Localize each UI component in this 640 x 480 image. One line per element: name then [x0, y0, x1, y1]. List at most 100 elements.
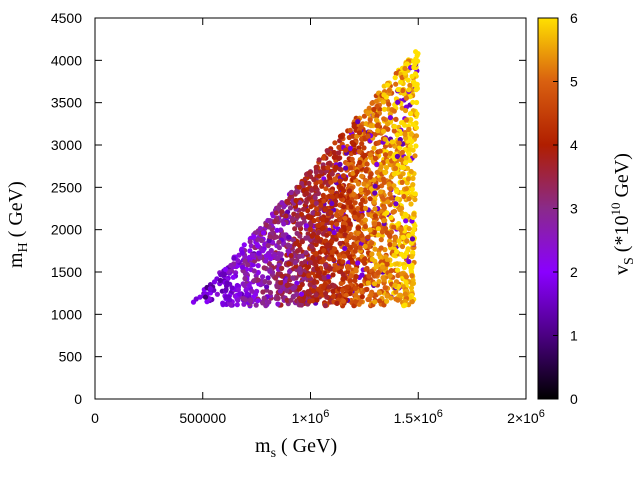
- data-point: [312, 195, 318, 201]
- data-point: [335, 265, 341, 271]
- data-point: [386, 101, 392, 107]
- data-point: [307, 226, 313, 233]
- data-point: [368, 292, 374, 298]
- data-point: [407, 82, 413, 88]
- data-point: [285, 248, 291, 254]
- data-point: [331, 149, 337, 156]
- data-point: [221, 272, 227, 278]
- data-point: [392, 282, 398, 288]
- data-point: [313, 200, 319, 206]
- data-point: [330, 288, 336, 294]
- data-point: [331, 283, 337, 289]
- data-point: [413, 133, 420, 139]
- data-point: [272, 275, 279, 281]
- data-point: [274, 284, 280, 290]
- data-point: [348, 204, 354, 210]
- data-point: [399, 251, 405, 257]
- data-point: [319, 183, 325, 189]
- data-point: [293, 241, 299, 247]
- data-point: [402, 291, 408, 297]
- data-point: [374, 113, 380, 119]
- data-point: [314, 234, 321, 240]
- data-point: [404, 61, 410, 67]
- data-point: [287, 268, 293, 275]
- data-point: [387, 272, 393, 279]
- data-point: [314, 266, 320, 272]
- data-point: [277, 288, 283, 294]
- data-point: [241, 242, 247, 248]
- data-point: [230, 274, 236, 280]
- data-point: [252, 230, 258, 236]
- data-point: [372, 292, 378, 298]
- data-point: [260, 248, 266, 254]
- data-point: [386, 87, 392, 93]
- data-point: [352, 214, 358, 220]
- data-point: [349, 140, 355, 146]
- data-point: [333, 164, 339, 170]
- data-point: [348, 165, 354, 171]
- data-point: [341, 253, 347, 259]
- data-point: [284, 297, 290, 303]
- data-point: [340, 259, 346, 265]
- data-point: [394, 153, 400, 159]
- data-point: [376, 251, 382, 257]
- data-point: [288, 253, 294, 259]
- data-point: [367, 227, 373, 233]
- data-point: [310, 231, 317, 237]
- cb-label-sup: 10: [608, 203, 623, 216]
- data-point: [285, 242, 291, 248]
- data-point: [363, 166, 369, 173]
- data-point: [402, 65, 408, 72]
- data-point: [406, 258, 412, 265]
- data-point: [211, 279, 218, 285]
- data-point: [310, 254, 316, 261]
- data-point: [275, 271, 281, 277]
- tick-label-sci: 1×106: [292, 408, 330, 426]
- data-point: [310, 288, 316, 294]
- data-point: [405, 246, 411, 252]
- data-point: [297, 266, 303, 272]
- data-point: [343, 147, 349, 153]
- data-point: [382, 152, 389, 158]
- data-point: [352, 243, 358, 249]
- data-point: [304, 190, 310, 196]
- data-point: [263, 258, 269, 264]
- data-point: [251, 234, 257, 240]
- data-point: [260, 230, 267, 236]
- data-point: [360, 197, 366, 203]
- data-point: [391, 241, 398, 247]
- data-point: [413, 125, 419, 131]
- data-point: [267, 268, 273, 274]
- data-point: [285, 209, 291, 215]
- data-point: [413, 143, 419, 149]
- data-point: [193, 296, 199, 302]
- data-point: [403, 160, 409, 166]
- data-point: [242, 297, 249, 303]
- data-point: [372, 299, 378, 305]
- data-point: [323, 262, 329, 268]
- data-point: [322, 207, 328, 213]
- data-point: [409, 299, 415, 305]
- data-point: [342, 215, 348, 221]
- data-point: [376, 290, 383, 296]
- data-point: [292, 259, 298, 266]
- data-point: [207, 286, 213, 292]
- data-point: [352, 299, 358, 305]
- data-point: [279, 273, 285, 279]
- data-point: [297, 270, 303, 276]
- data-point: [393, 201, 399, 207]
- data-point: [315, 286, 321, 292]
- data-point: [348, 273, 354, 279]
- data-point: [295, 248, 301, 254]
- data-point: [244, 291, 250, 297]
- data-point: [393, 289, 399, 295]
- data-point: [234, 302, 240, 308]
- data-point: [319, 259, 325, 265]
- data-point: [326, 256, 332, 262]
- data-point: [267, 234, 273, 240]
- data-point: [391, 252, 397, 258]
- data-point: [391, 128, 397, 134]
- data-point: [394, 261, 400, 267]
- data-point: [410, 99, 416, 105]
- data-point: [376, 298, 383, 304]
